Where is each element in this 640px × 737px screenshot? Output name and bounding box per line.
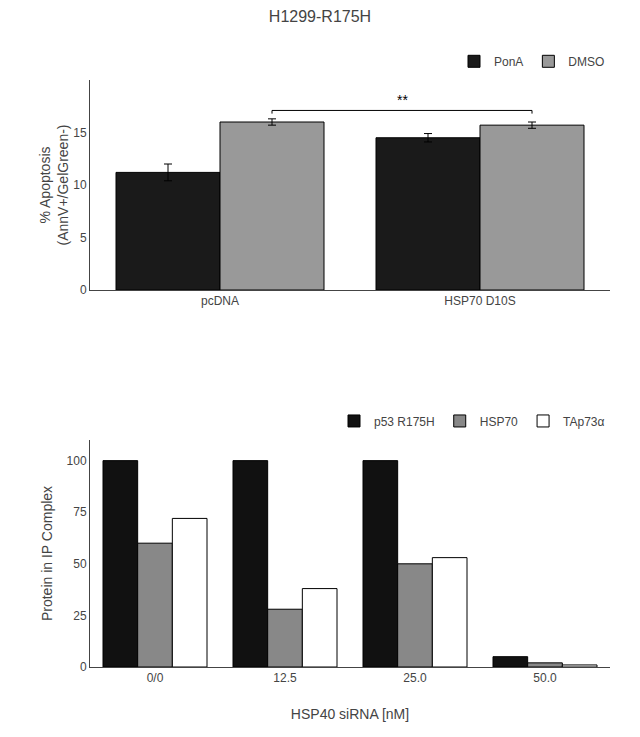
- svg-text:25: 25: [73, 609, 87, 623]
- svg-text:Protein in IP Complex: Protein in IP Complex: [39, 486, 55, 621]
- svg-text:DMSO: DMSO: [568, 55, 604, 69]
- svg-text:50: 50: [73, 557, 87, 571]
- svg-text:p53 R175H: p53 R175H: [374, 415, 435, 429]
- svg-text:**: **: [397, 92, 408, 108]
- svg-text:100: 100: [67, 454, 87, 468]
- svg-text:0: 0: [80, 283, 87, 297]
- svg-text:HSP70 D10S: HSP70 D10S: [444, 294, 515, 308]
- svg-text:HSP70: HSP70: [480, 415, 518, 429]
- svg-text:0/0: 0/0: [147, 671, 164, 685]
- svg-text:PonA: PonA: [494, 55, 523, 69]
- svg-text:10: 10: [73, 178, 87, 192]
- svg-text:TAp73α: TAp73α: [563, 415, 604, 429]
- svg-text:H1299-R175H: H1299-R175H: [269, 8, 371, 25]
- svg-text:0: 0: [80, 660, 87, 674]
- svg-text:25.0: 25.0: [403, 671, 427, 685]
- svg-text:50.0: 50.0: [533, 671, 557, 685]
- svg-text:5: 5: [80, 231, 87, 245]
- svg-text:HSP40 siRNA [nM]: HSP40 siRNA [nM]: [291, 706, 409, 722]
- svg-text:12.5: 12.5: [273, 671, 297, 685]
- svg-text:75: 75: [73, 505, 87, 519]
- svg-text:15: 15: [73, 126, 87, 140]
- svg-text:pcDNA: pcDNA: [201, 294, 239, 308]
- svg-text:% Apoptosis(AnnV+/GelGreen-): % Apoptosis(AnnV+/GelGreen-): [37, 125, 71, 246]
